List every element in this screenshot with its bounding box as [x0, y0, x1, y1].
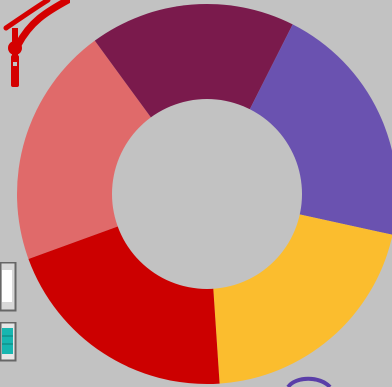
monitor-screen	[2, 328, 13, 354]
ring-segment-plum	[94, 3, 293, 195]
logo-notch	[13, 62, 17, 66]
purple-arc-icon	[286, 376, 332, 387]
logo-swoosh-secondary	[3, 0, 51, 31]
ring-inner-hole	[112, 99, 302, 289]
window-pane	[2, 270, 12, 302]
red-logo-icon	[3, 0, 70, 87]
logo-swoosh	[14, 0, 70, 49]
purple-arc	[286, 376, 332, 387]
logo-knob	[8, 41, 22, 55]
window-thumbnail-icon	[0, 262, 17, 312]
monitor-thumbnail-icon	[0, 322, 17, 362]
